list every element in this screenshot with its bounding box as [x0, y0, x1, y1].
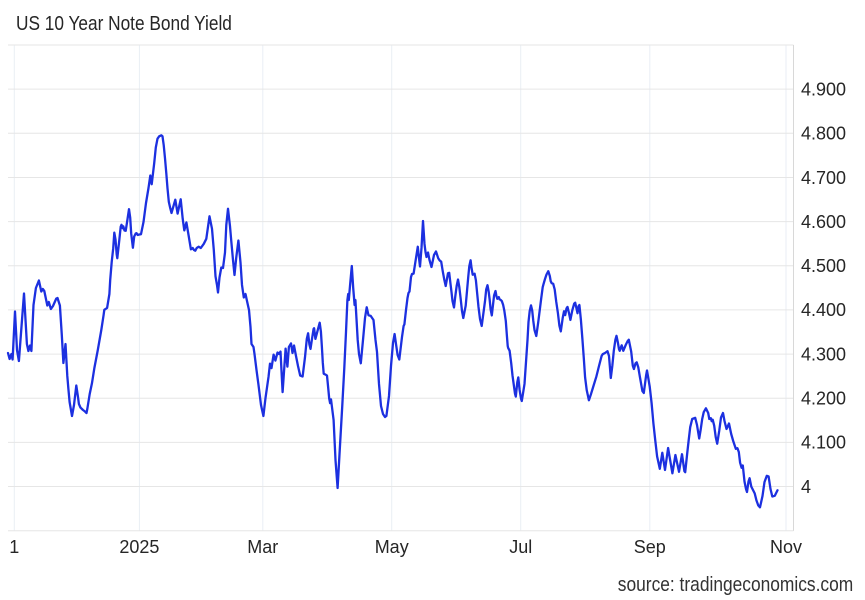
svg-text:4.700: 4.700 [801, 168, 846, 188]
svg-text:4: 4 [801, 477, 811, 497]
svg-text:Nov: Nov [770, 537, 802, 557]
svg-text:1: 1 [9, 537, 19, 557]
svg-text:4.400: 4.400 [801, 300, 846, 320]
svg-text:4.500: 4.500 [801, 256, 846, 276]
svg-text:4.800: 4.800 [801, 124, 846, 144]
svg-text:Jul: Jul [509, 537, 532, 557]
svg-text:4.900: 4.900 [801, 80, 846, 100]
svg-text:Mar: Mar [247, 537, 278, 557]
svg-text:May: May [375, 537, 409, 557]
svg-text:2025: 2025 [119, 537, 159, 557]
svg-text:Sep: Sep [634, 537, 666, 557]
svg-text:4.200: 4.200 [801, 389, 846, 409]
svg-text:4.600: 4.600 [801, 212, 846, 232]
svg-text:4.100: 4.100 [801, 433, 846, 453]
svg-text:4.300: 4.300 [801, 344, 846, 364]
